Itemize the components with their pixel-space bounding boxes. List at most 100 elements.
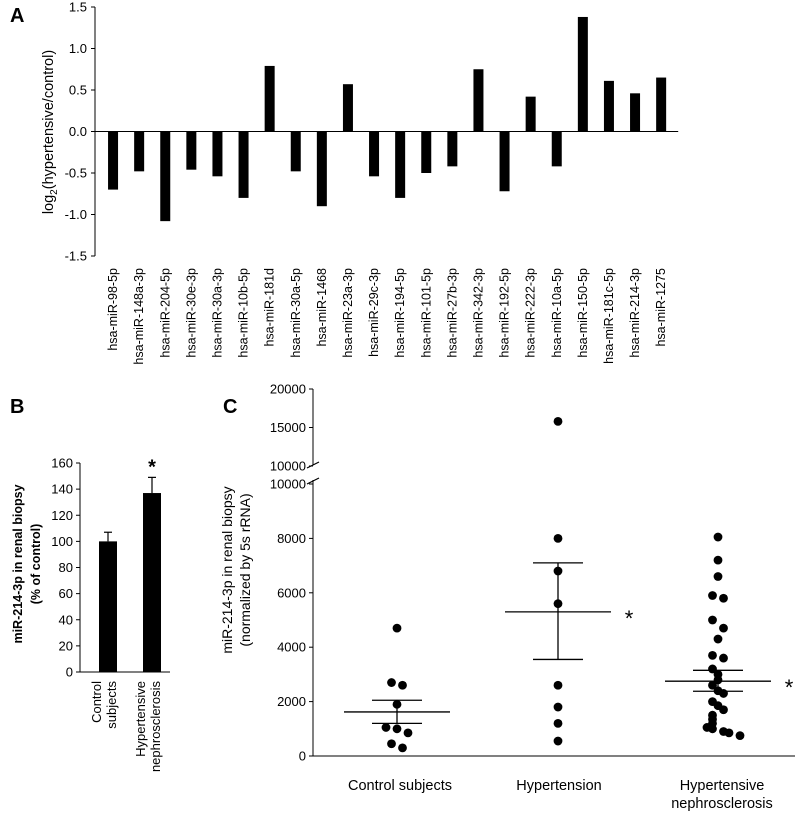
panel-c-data-point (713, 572, 723, 581)
panel-b-significance-asterisk: * (148, 456, 156, 478)
panel-a-bar-hsa-miR-150-5p (577, 16, 588, 132)
panel-b-category-label-control-line1: Control (89, 681, 104, 723)
panel-c-data-point (719, 705, 728, 715)
panel-a-bar-hsa-miR-30a-3p (212, 131, 223, 177)
panel-a-bar-hsa-miR-181d (264, 65, 275, 132)
panel-c-data-point (398, 743, 407, 753)
panel-a-bar-hsa-miR-29c-3p (369, 131, 380, 177)
panel-a-y-label: log2(hypertensive/control) (41, 50, 60, 214)
panel-b-category-label-control-line2: subjects (104, 681, 119, 729)
panel-b-y-tick-label: 160 (51, 456, 73, 471)
panel-b-category-label-hypertensive-line1: Hypertensive (133, 681, 148, 757)
panel-b-y-tick-label: 140 (51, 482, 73, 497)
panel-c-y-tick-label: 10000 (270, 477, 306, 492)
panel-a-category-label: hsa-miR-23a-3p (341, 268, 355, 358)
panel-c-y-label-line1: miR-214-3p in renal biopsy (219, 486, 235, 653)
panel-c-significance-asterisk: * (785, 675, 794, 700)
panel-a-category-label: hsa-miR-194-5p (393, 268, 407, 358)
panel-a-category-label: hsa-miR-30a-5p (289, 268, 303, 358)
panel-c-data-point (392, 724, 402, 734)
panel-b-y-tick-label: 100 (51, 534, 73, 549)
panel-a-bar-hsa-miR-181c-5p (603, 80, 614, 132)
panel-c-data-point (708, 680, 717, 690)
panel-c-data-point (708, 591, 717, 600)
panel-a-category-label: hsa-miR-1275 (654, 268, 668, 347)
panel-c-x-label-hn-line1: Hypertensive (680, 778, 765, 794)
panel-c-data-point (553, 680, 563, 690)
panel-a-bar-hsa-miR-30e-3p (186, 131, 197, 170)
panel-c-y-tick-label: 6000 (277, 585, 306, 600)
panel-a-bar-hsa-miR-101-5p (421, 131, 432, 173)
panel-b-y-label-line1: miR-214-3p in renal biopsy (11, 484, 25, 643)
panel-c-data-point (713, 634, 723, 644)
panel-a-category-label: hsa-miR-27b-3p (445, 268, 459, 358)
panel-c-data-point (392, 623, 402, 633)
panel-a-letter: A (10, 5, 24, 27)
panel-a-bar-hsa-miR-1468 (316, 131, 327, 207)
panel-a-category-label: hsa-miR-150-5p (576, 268, 590, 358)
panel-b: B 0 20 40 60 80 100 120 140 160 * miR-214-3p in … (10, 396, 170, 772)
panel-c-data-point (403, 728, 413, 738)
panel-a-category-labels: hsa-miR-98-5p hsa-miR-148a-3p hsa-miR-204-… (106, 268, 668, 365)
panel-a-category-label: hsa-miR-98-5p (106, 268, 120, 351)
panel-c-data-point (713, 555, 723, 565)
panel-c-data-point (553, 702, 563, 712)
panel-b-y-ticks: 0 20 40 60 80 100 120 140 160 (51, 456, 80, 680)
panel-c-data-point (713, 532, 723, 542)
panel-b-letter: B (10, 396, 24, 418)
panel-b-y-tick-label: 0 (66, 665, 73, 680)
panel-c-y-tick-label: 20000 (270, 382, 306, 397)
panel-c-data-point (708, 664, 717, 674)
panel-a-y-tick-label: 1.0 (69, 41, 87, 56)
panel-a-category-label: hsa-miR-29c-3p (367, 268, 381, 357)
panel-a-category-label: hsa-miR-10a-5p (550, 268, 564, 358)
panel-c-data-point (719, 623, 728, 633)
panel-c-data-point (553, 718, 563, 728)
panel-a-category-label: hsa-miR-204-5p (158, 268, 172, 358)
panel-b-bar (99, 541, 117, 672)
panel-a-bar-hsa-miR-23a-3p (342, 84, 353, 132)
panel-c-data-point (735, 731, 745, 740)
panel-a: A -1.5 -1.0 -0.5 0.0 0.5 1.0 1.5 hsa-miR-98-5p… (10, 0, 679, 365)
panel-a-category-label: hsa-miR-181d (263, 268, 277, 347)
panel-c-x-label-control: Control subjects (348, 778, 452, 794)
panel-c-y-tick-label: 4000 (277, 640, 306, 655)
panel-b-y-label-line2: (% of control) (29, 524, 43, 605)
panel-a-y-tick-label: 0.0 (69, 124, 87, 139)
panel-c-data-point (719, 593, 728, 603)
panel-c-data-point (719, 689, 728, 698)
panel-a-bar-hsa-miR-27b-3p (447, 131, 458, 167)
panel-c-data-point (398, 680, 407, 690)
panel-b-bars: * (99, 456, 161, 672)
panel-a-bar-hsa-miR-10a-5p (551, 131, 562, 167)
panel-c: C 0200040006000800010000100001500020000 … (219, 382, 795, 812)
panel-a-bar-hsa-miR-148a-3p (134, 131, 145, 172)
panel-a-bar-hsa-miR-194-5p (395, 131, 406, 198)
panel-a-category-label: hsa-miR-192-5p (498, 268, 512, 358)
panel-c-data-point (553, 534, 563, 543)
panel-a-category-label: hsa-miR-148a-3p (132, 268, 146, 365)
panel-a-category-label: hsa-miR-222-3p (524, 268, 538, 358)
panel-b-y-tick-label: 20 (59, 638, 73, 653)
panel-b-y-tick-label: 60 (59, 586, 73, 601)
panel-c-data-point (553, 736, 563, 746)
panel-b-y-tick-label: 80 (59, 560, 73, 575)
panel-a-bar-hsa-miR-204-5p (160, 131, 171, 222)
panel-a-bar-hsa-miR-192-5p (499, 131, 510, 192)
panel-c-significance-asterisk: * (625, 606, 634, 631)
panel-c-y-label-line2: (normalized by 5s rRNA) (237, 493, 253, 646)
panel-a-y-ticks: -1.5 -1.0 -0.5 0.0 0.5 1.0 1.5 (65, 0, 95, 264)
panel-c-data-point (719, 653, 728, 663)
panel-a-bar-hsa-miR-342-3p (473, 69, 484, 132)
panel-c-y-tick-label: 0 (299, 749, 306, 764)
panel-b-category-label-hypertensive-line2: nephrosclerosis (148, 681, 163, 773)
panel-b-y-tick-label: 120 (51, 508, 73, 523)
panel-a-category-label: hsa-miR-30e-3p (184, 268, 198, 358)
panel-c-axis-break-mark-bottom (306, 477, 320, 485)
panel-a-bar-hsa-miR-30a-5p (290, 131, 301, 172)
panel-a-category-label: hsa-miR-10b-5p (237, 268, 251, 358)
panel-a-category-label: hsa-miR-1468 (315, 268, 329, 347)
panel-c-x-label-hn-line2: nephrosclerosis (671, 796, 773, 812)
panel-a-category-label: hsa-miR-342-3p (471, 268, 485, 358)
